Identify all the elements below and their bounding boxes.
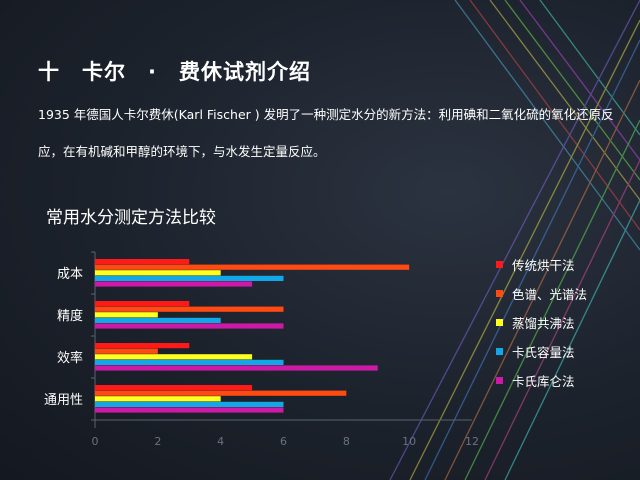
- x-tick-label: 6: [280, 435, 287, 448]
- legend-swatch: [496, 290, 503, 297]
- bar-2-3: [95, 348, 158, 354]
- x-tick-label: 0: [92, 435, 99, 448]
- bar-4-1: [95, 275, 284, 281]
- category-label: 效率: [57, 350, 83, 366]
- x-tick-label: 4: [217, 435, 224, 448]
- legend-item: 卡氏库仑法: [496, 366, 587, 395]
- x-tick-label: 8: [343, 435, 350, 448]
- bar-1-2: [95, 301, 190, 307]
- legend-swatch: [496, 261, 503, 268]
- bar-3-4: [95, 396, 221, 402]
- legend-item: 传统烘干法: [496, 250, 587, 279]
- x-tick-label: 10: [402, 435, 416, 448]
- bar-2-4: [95, 390, 347, 396]
- intro-paragraph: 1935 年德国人卡尔费休(Karl Fischer ) 发明了一种测定水分的新…: [38, 107, 614, 159]
- bar-5-2: [95, 323, 284, 329]
- legend-item: 蒸馏共沸法: [496, 308, 587, 337]
- legend-label: 传统烘干法: [512, 258, 575, 273]
- legend-item: 卡氏容量法: [496, 337, 587, 366]
- legend-label: 卡氏库仑法: [512, 374, 575, 389]
- bar-2-1: [95, 264, 410, 270]
- bar-5-4: [95, 407, 284, 413]
- x-tick-label: 2: [154, 435, 161, 448]
- bar-3-3: [95, 354, 253, 360]
- legend-swatch: [496, 377, 503, 384]
- category-label: 精度: [57, 308, 83, 324]
- bar-5-3: [95, 365, 378, 371]
- bar-2-2: [95, 306, 284, 312]
- legend-label: 色谱、光谱法: [512, 287, 588, 302]
- bar-1-1: [95, 259, 190, 265]
- bar-3-1: [95, 270, 221, 276]
- bar-1-3: [95, 343, 190, 349]
- category-label: 通用性: [44, 393, 83, 408]
- legend-swatch: [496, 319, 503, 326]
- legend-label: 蒸馏共沸法: [512, 316, 575, 331]
- bar-3-2: [95, 312, 158, 318]
- bar-4-4: [95, 401, 284, 407]
- chart-title: 常用水分测定方法比较: [46, 208, 216, 228]
- bar-5-1: [95, 281, 253, 287]
- chart-legend: 传统烘干法色谱、光谱法 蒸馏共沸法卡氏容量法卡氏库仑法: [496, 250, 587, 395]
- slide-title: 十 卡尔 · 费休试剂介绍: [38, 60, 311, 84]
- legend-swatch: [496, 348, 503, 355]
- legend-item: 色谱、光谱法: [496, 279, 587, 308]
- bar-1-4: [95, 385, 253, 391]
- bar-4-2: [95, 317, 221, 323]
- bar-4-3: [95, 359, 284, 365]
- category-label: 成本: [57, 267, 83, 282]
- legend-label: 卡氏容量法: [512, 345, 575, 360]
- x-tick-label: 12: [465, 435, 479, 448]
